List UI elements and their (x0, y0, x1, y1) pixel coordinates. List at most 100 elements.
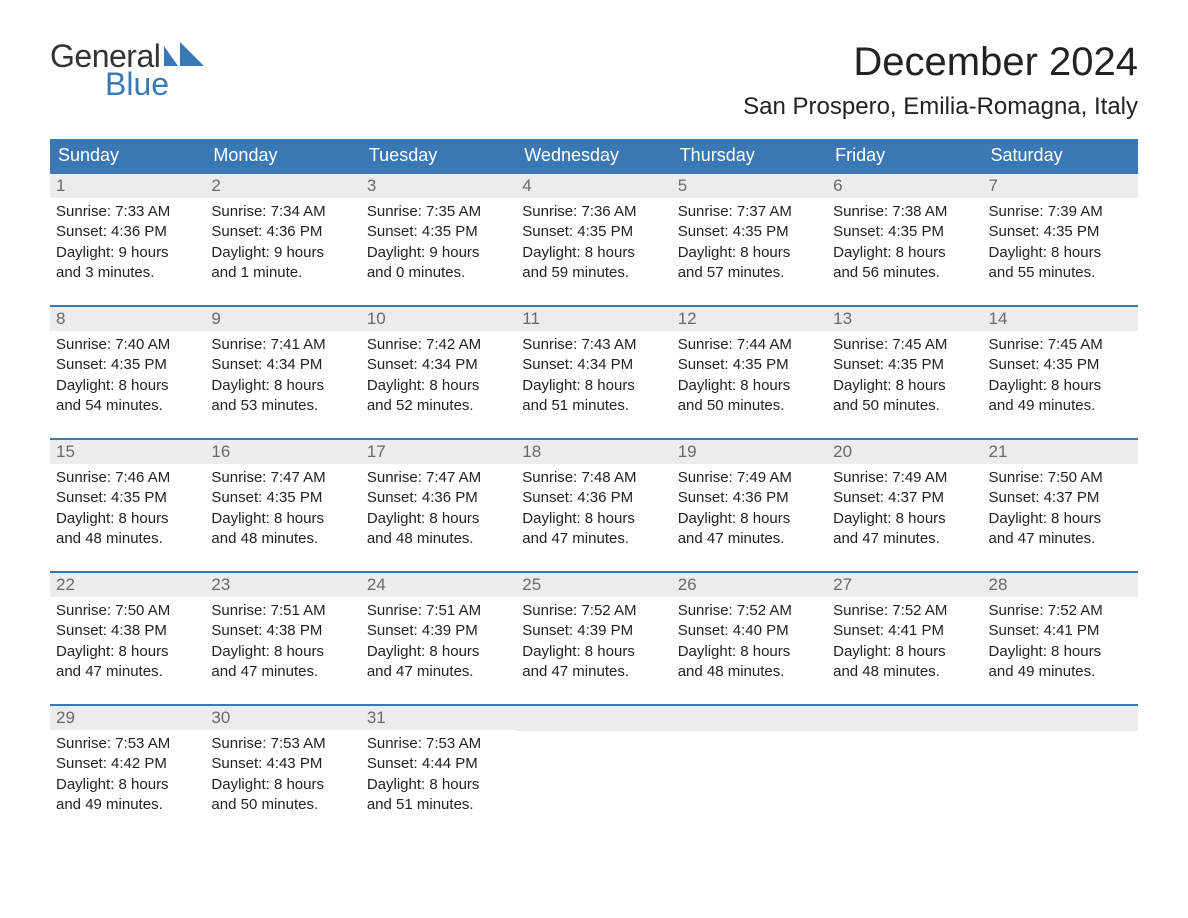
day-number: 22 (50, 573, 205, 597)
day-cell: 30Sunrise: 7:53 AMSunset: 4:43 PMDayligh… (205, 706, 360, 819)
day-sunset: Sunset: 4:41 PM (989, 621, 1132, 641)
day-sunrise: Sunrise: 7:46 AM (56, 468, 199, 488)
day-number: 26 (672, 573, 827, 597)
day-body: Sunrise: 7:48 AMSunset: 4:36 PMDaylight:… (516, 464, 671, 553)
day-body: Sunrise: 7:51 AMSunset: 4:38 PMDaylight:… (205, 597, 360, 686)
day-sunrise: Sunrise: 7:52 AM (678, 601, 821, 621)
day-sunrise: Sunrise: 7:53 AM (367, 734, 510, 754)
day-body: Sunrise: 7:47 AMSunset: 4:35 PMDaylight:… (205, 464, 360, 553)
day-sunset: Sunset: 4:40 PM (678, 621, 821, 641)
logo-flag-icon (164, 42, 204, 70)
day-daylight2: and 50 minutes. (833, 396, 976, 416)
day-daylight2: and 48 minutes. (833, 662, 976, 682)
day-sunset: Sunset: 4:35 PM (678, 355, 821, 375)
day-sunrise: Sunrise: 7:33 AM (56, 202, 199, 222)
day-number: 14 (983, 307, 1138, 331)
day-sunrise: Sunrise: 7:49 AM (833, 468, 976, 488)
day-daylight1: Daylight: 8 hours (211, 642, 354, 662)
day-cell: 14Sunrise: 7:45 AMSunset: 4:35 PMDayligh… (983, 307, 1138, 420)
day-number: 18 (516, 440, 671, 464)
day-daylight2: and 51 minutes. (522, 396, 665, 416)
day-body: Sunrise: 7:52 AMSunset: 4:41 PMDaylight:… (983, 597, 1138, 686)
day-cell: 16Sunrise: 7:47 AMSunset: 4:35 PMDayligh… (205, 440, 360, 553)
week-row: 22Sunrise: 7:50 AMSunset: 4:38 PMDayligh… (50, 571, 1138, 686)
day-cell: 27Sunrise: 7:52 AMSunset: 4:41 PMDayligh… (827, 573, 982, 686)
day-daylight2: and 49 minutes. (56, 795, 199, 815)
day-sunrise: Sunrise: 7:39 AM (989, 202, 1132, 222)
day-sunset: Sunset: 4:37 PM (833, 488, 976, 508)
day-daylight2: and 47 minutes. (678, 529, 821, 549)
day-daylight1: Daylight: 8 hours (522, 243, 665, 263)
day-sunset: Sunset: 4:38 PM (211, 621, 354, 641)
day-body: Sunrise: 7:51 AMSunset: 4:39 PMDaylight:… (361, 597, 516, 686)
day-number: 25 (516, 573, 671, 597)
day-sunset: Sunset: 4:35 PM (367, 222, 510, 242)
day-cell: 11Sunrise: 7:43 AMSunset: 4:34 PMDayligh… (516, 307, 671, 420)
day-cell: 13Sunrise: 7:45 AMSunset: 4:35 PMDayligh… (827, 307, 982, 420)
day-number: 29 (50, 706, 205, 730)
day-daylight1: Daylight: 8 hours (833, 642, 976, 662)
day-number: 24 (361, 573, 516, 597)
day-daylight1: Daylight: 8 hours (56, 376, 199, 396)
day-daylight1: Daylight: 8 hours (522, 376, 665, 396)
day-number: 31 (361, 706, 516, 730)
day-sunset: Sunset: 4:44 PM (367, 754, 510, 774)
day-body: Sunrise: 7:41 AMSunset: 4:34 PMDaylight:… (205, 331, 360, 420)
day-cell: 8Sunrise: 7:40 AMSunset: 4:35 PMDaylight… (50, 307, 205, 420)
day-daylight1: Daylight: 8 hours (678, 376, 821, 396)
day-sunset: Sunset: 4:35 PM (989, 355, 1132, 375)
day-daylight1: Daylight: 8 hours (989, 243, 1132, 263)
day-daylight1: Daylight: 8 hours (367, 509, 510, 529)
day-daylight2: and 51 minutes. (367, 795, 510, 815)
day-sunrise: Sunrise: 7:40 AM (56, 335, 199, 355)
day-daylight2: and 3 minutes. (56, 263, 199, 283)
day-number: 30 (205, 706, 360, 730)
day-daylight2: and 47 minutes. (989, 529, 1132, 549)
day-body: Sunrise: 7:43 AMSunset: 4:34 PMDaylight:… (516, 331, 671, 420)
day-number: 11 (516, 307, 671, 331)
day-sunrise: Sunrise: 7:38 AM (833, 202, 976, 222)
week-row: 15Sunrise: 7:46 AMSunset: 4:35 PMDayligh… (50, 438, 1138, 553)
day-cell: 15Sunrise: 7:46 AMSunset: 4:35 PMDayligh… (50, 440, 205, 553)
day-daylight1: Daylight: 8 hours (678, 243, 821, 263)
day-sunrise: Sunrise: 7:34 AM (211, 202, 354, 222)
day-daylight1: Daylight: 8 hours (678, 642, 821, 662)
day-body: Sunrise: 7:34 AMSunset: 4:36 PMDaylight:… (205, 198, 360, 287)
day-header-thursday: Thursday (672, 139, 827, 172)
day-daylight1: Daylight: 8 hours (678, 509, 821, 529)
day-cell: 7Sunrise: 7:39 AMSunset: 4:35 PMDaylight… (983, 174, 1138, 287)
day-sunrise: Sunrise: 7:41 AM (211, 335, 354, 355)
day-sunrise: Sunrise: 7:45 AM (833, 335, 976, 355)
day-daylight2: and 48 minutes. (367, 529, 510, 549)
day-sunrise: Sunrise: 7:37 AM (678, 202, 821, 222)
day-sunrise: Sunrise: 7:44 AM (678, 335, 821, 355)
day-daylight2: and 48 minutes. (211, 529, 354, 549)
day-cell: 5Sunrise: 7:37 AMSunset: 4:35 PMDaylight… (672, 174, 827, 287)
day-body: Sunrise: 7:49 AMSunset: 4:37 PMDaylight:… (827, 464, 982, 553)
day-sunset: Sunset: 4:36 PM (678, 488, 821, 508)
day-body: Sunrise: 7:35 AMSunset: 4:35 PMDaylight:… (361, 198, 516, 287)
day-daylight2: and 47 minutes. (833, 529, 976, 549)
day-sunrise: Sunrise: 7:35 AM (367, 202, 510, 222)
day-daylight1: Daylight: 8 hours (833, 243, 976, 263)
day-daylight2: and 55 minutes. (989, 263, 1132, 283)
day-number: 21 (983, 440, 1138, 464)
location-subtitle: San Prospero, Emilia-Romagna, Italy (743, 93, 1138, 121)
day-number: 19 (672, 440, 827, 464)
day-sunrise: Sunrise: 7:36 AM (522, 202, 665, 222)
day-daylight1: Daylight: 8 hours (211, 775, 354, 795)
day-body: Sunrise: 7:33 AMSunset: 4:36 PMDaylight:… (50, 198, 205, 287)
day-daylight1: Daylight: 8 hours (367, 775, 510, 795)
day-body: Sunrise: 7:40 AMSunset: 4:35 PMDaylight:… (50, 331, 205, 420)
day-number: 28 (983, 573, 1138, 597)
day-daylight2: and 47 minutes. (56, 662, 199, 682)
day-body: Sunrise: 7:49 AMSunset: 4:36 PMDaylight:… (672, 464, 827, 553)
day-body: Sunrise: 7:46 AMSunset: 4:35 PMDaylight:… (50, 464, 205, 553)
day-cell: 10Sunrise: 7:42 AMSunset: 4:34 PMDayligh… (361, 307, 516, 420)
day-sunset: Sunset: 4:36 PM (56, 222, 199, 242)
day-number: 9 (205, 307, 360, 331)
day-sunrise: Sunrise: 7:49 AM (678, 468, 821, 488)
day-sunrise: Sunrise: 7:43 AM (522, 335, 665, 355)
day-sunset: Sunset: 4:34 PM (522, 355, 665, 375)
day-header-row: Sunday Monday Tuesday Wednesday Thursday… (50, 139, 1138, 172)
